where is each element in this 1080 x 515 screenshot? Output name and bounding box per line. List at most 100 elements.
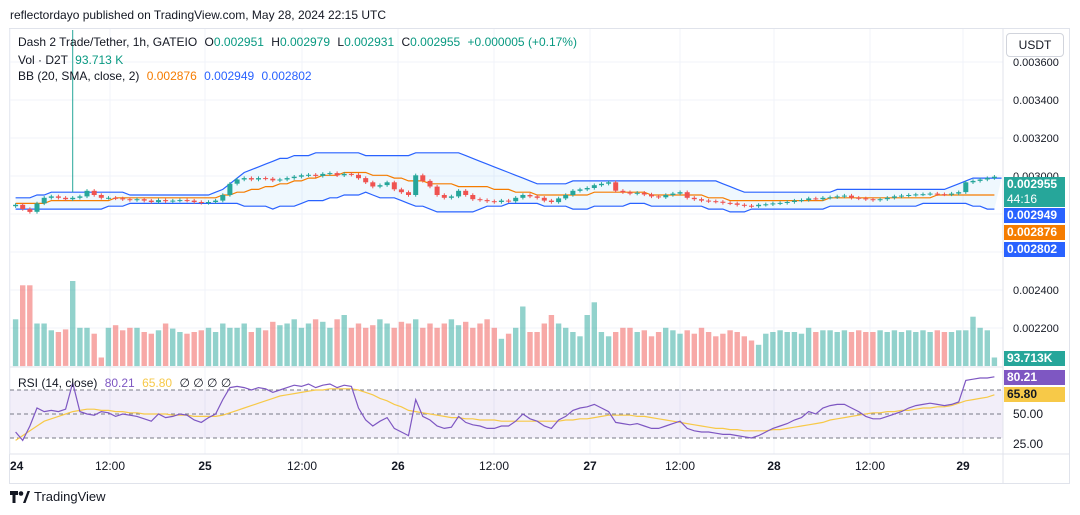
candle-body [248,178,254,180]
volume-bar [155,330,162,366]
candle-body [370,182,376,187]
candle-body [13,204,19,207]
bb-legend: BB (20, SMA, close, 2) 0.002876 0.002949… [18,69,312,83]
volume-bar [41,323,47,366]
currency-button[interactable]: USDT [1006,33,1064,57]
volume-bar [927,332,933,366]
candle-body [156,200,161,203]
volume-bar [212,332,219,366]
candle-body [134,199,140,201]
time-axis-label: 28 [767,459,781,473]
candle-body [977,179,983,181]
symbol-legend: Dash 2 Trade/Tether, 1h, GATEIO O0.00295… [18,35,577,49]
volume-bar [348,327,355,367]
volume-bar [355,323,362,366]
candle-body [63,197,69,200]
volume-bar [913,332,919,366]
volume-bar [970,316,976,366]
volume-bar [105,327,112,367]
volume-bar [827,330,833,366]
candle-body [706,200,712,202]
volume-bar [48,330,54,366]
volume-bar [455,325,462,366]
candle-body [934,193,940,195]
volume-bar [906,330,912,366]
candle-body [856,197,862,199]
volume-bar [305,323,312,366]
candle-body [991,176,997,179]
candle-body [477,199,483,201]
volume-bar [141,332,147,366]
volume-bar [620,327,626,367]
volume-bar [177,332,183,366]
volume-bar [691,333,697,366]
countdown-tag: 44:16 [1004,192,1065,207]
rsi-axis-label: 25.00 [1013,437,1043,451]
candle-body [548,200,554,202]
candle-body [870,199,876,201]
candle-body [498,200,504,202]
candle-body [770,203,776,205]
open-value: 0.002951 [213,35,264,49]
volume-bar [270,321,276,366]
candle-body [906,195,912,196]
candle-body [98,195,104,198]
footer-brand[interactable]: TradingView [10,489,106,504]
candle-body [741,204,747,206]
price-axis-label: 0.002200 [1013,323,1059,335]
candle-body [884,197,890,200]
rsi-tag: 80.21 [1004,370,1065,385]
volume-bar [127,327,133,367]
volume-bar [727,330,733,366]
candle-body [620,190,626,193]
price-axis-label: 0.003200 [1013,133,1059,145]
candle-body [27,209,33,212]
volume-bar [670,330,676,366]
tradingview-logo-icon [10,490,30,503]
volume-bar [248,332,254,366]
volume-bar [648,336,655,366]
candle-body [306,174,311,176]
symbol-name[interactable]: Dash 2 Trade/Tether, 1h, GATEIO [18,35,198,49]
bb-basis-value: 0.002876 [146,69,197,83]
candle-body [263,178,269,180]
volume-bar [84,327,90,367]
high-value: 0.002979 [279,35,331,49]
volume-bar [341,315,347,366]
volume-bar [763,333,769,366]
candle-body [927,193,933,195]
candle-body [277,179,283,181]
volume-bar [548,315,555,366]
candle-body [556,198,562,203]
candle-body [256,178,261,180]
volume-bar [470,327,476,367]
volume-bar [277,325,283,366]
volume-bar [605,336,612,366]
volume-bar [427,323,433,366]
candle-body [320,173,326,176]
bb-label[interactable]: BB (20, SMA, close, 2) [18,69,140,83]
volume-bar [591,302,597,367]
volume-bar [563,327,569,367]
volume-bar [520,306,526,366]
volume-bar [856,330,862,366]
rsi-label[interactable]: RSI (14, close) [18,376,98,390]
volume-bar [677,333,683,366]
candle-body [634,192,640,194]
volume-value: 93.713 K [75,53,124,67]
rsi-empty-values: ∅ ∅ ∅ ∅ [179,376,232,390]
candle-body [841,195,847,197]
candle-body [541,197,547,201]
candle-body [577,189,583,191]
volume-bar [627,327,633,367]
candle-body [777,202,783,204]
volume-bar [27,285,33,367]
volume-label[interactable]: Vol · D2T [18,53,68,67]
candle-body [148,200,154,202]
candle-body [41,197,47,204]
volume-bar [777,330,783,366]
volume-bar [162,323,169,366]
candle-body [170,200,176,202]
candle-body [448,196,454,198]
